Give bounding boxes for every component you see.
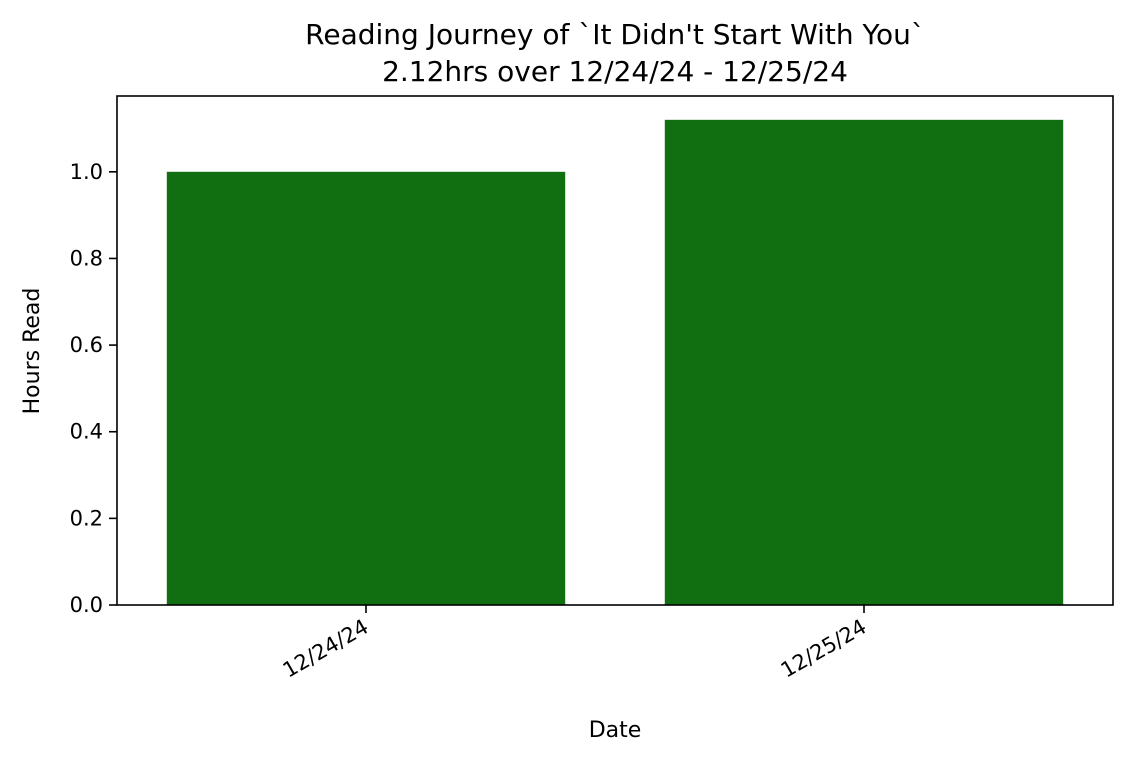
y-tick-label: 0.0 — [70, 593, 103, 617]
y-tick-label: 0.4 — [70, 420, 103, 444]
y-axis-label: Hours Read — [20, 288, 45, 415]
y-tick-label: 0.8 — [70, 246, 103, 270]
chart-title: Reading Journey of `It Didn't Start With… — [305, 18, 925, 51]
y-tick-label: 0.2 — [70, 506, 103, 530]
y-axis-ticks: 0.0 0.2 0.4 0.6 0.8 1.0 — [70, 160, 117, 617]
y-tick-label: 0.6 — [70, 333, 103, 357]
plot-frame — [116, 95, 1114, 606]
x-tick-label: 12/24/24 — [279, 615, 373, 683]
bar-12-25-24 — [664, 119, 1064, 605]
x-axis-ticks: 12/24/24 12/25/24 — [279, 605, 871, 682]
bars-group — [166, 119, 1064, 605]
x-tick-label: 12/25/24 — [777, 615, 871, 683]
chart-subtitle: 2.12hrs over 12/24/24 - 12/25/24 — [382, 55, 848, 88]
bar-12-24-24 — [166, 171, 566, 605]
x-axis-label: Date — [589, 718, 642, 743]
y-tick-label: 1.0 — [70, 160, 103, 184]
